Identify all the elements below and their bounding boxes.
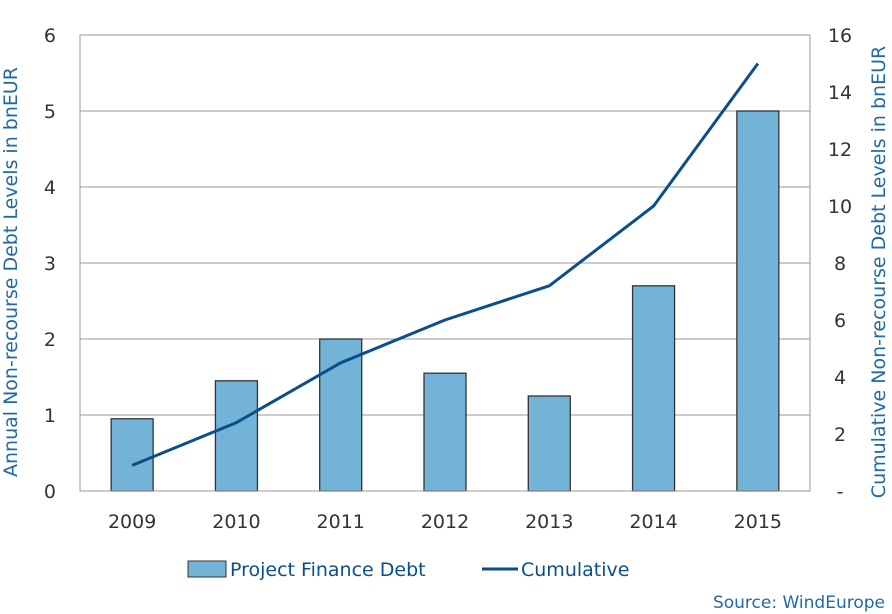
legend-label-bar: Project Finance Debt xyxy=(230,559,426,581)
x-tick-label: 2011 xyxy=(317,511,365,533)
right-tick-label: 10 xyxy=(828,196,852,218)
right-tick-label: 8 xyxy=(834,253,846,275)
left-tick-label: 3 xyxy=(44,253,56,275)
bar-2014 xyxy=(631,285,676,492)
right-tick-label: 2 xyxy=(834,424,846,446)
x-tick-label: 2015 xyxy=(734,511,782,533)
right-tick-label: 14 xyxy=(828,82,852,104)
right-tick-label: 12 xyxy=(828,139,852,161)
right-tick-label: 4 xyxy=(834,367,846,389)
right-axis-title: Cumulative Non-recourse Debt Levels in b… xyxy=(868,46,890,498)
right-tick-label: 6 xyxy=(834,310,846,332)
right-tick-label: 16 xyxy=(828,25,852,47)
source-note: Source: WindEurope xyxy=(713,593,885,613)
x-tick-label: 2013 xyxy=(525,511,573,533)
cumulative-line xyxy=(131,62,760,467)
legend: Project Finance Debt Cumulative xyxy=(187,559,629,581)
x-tick-label: 2010 xyxy=(212,511,260,533)
left-tick-label: 0 xyxy=(44,481,56,503)
bar-2012 xyxy=(423,372,467,492)
bar-2015 xyxy=(736,110,780,492)
bar-2010 xyxy=(214,380,259,492)
left-tick-label: 6 xyxy=(44,25,56,47)
x-tick-label: 2014 xyxy=(629,511,677,533)
x-axis-ticks: 2009 2010 2011 2012 2013 2014 2015 xyxy=(108,511,782,533)
plot-frame xyxy=(79,34,811,492)
bar-2013 xyxy=(527,395,571,492)
right-axis-ticks: - 2 4 6 8 10 12 14 16 xyxy=(828,25,852,503)
x-tick-label: 2009 xyxy=(108,511,156,533)
left-axis-ticks: 0 1 2 3 4 5 6 xyxy=(44,25,56,503)
left-tick-label: 1 xyxy=(44,405,56,427)
x-tick-label: 2012 xyxy=(421,511,469,533)
left-tick-label: 2 xyxy=(44,329,56,351)
bar-2009 xyxy=(110,418,154,492)
right-tick-label: - xyxy=(837,481,844,503)
legend-label-line: Cumulative xyxy=(521,559,629,581)
left-axis-title: Annual Non-recourse Debt Levels in bnEUR xyxy=(0,67,22,477)
bars xyxy=(110,110,780,492)
legend-swatch-bar xyxy=(187,560,227,578)
left-tick-label: 4 xyxy=(44,177,56,199)
left-tick-label: 5 xyxy=(44,101,56,123)
